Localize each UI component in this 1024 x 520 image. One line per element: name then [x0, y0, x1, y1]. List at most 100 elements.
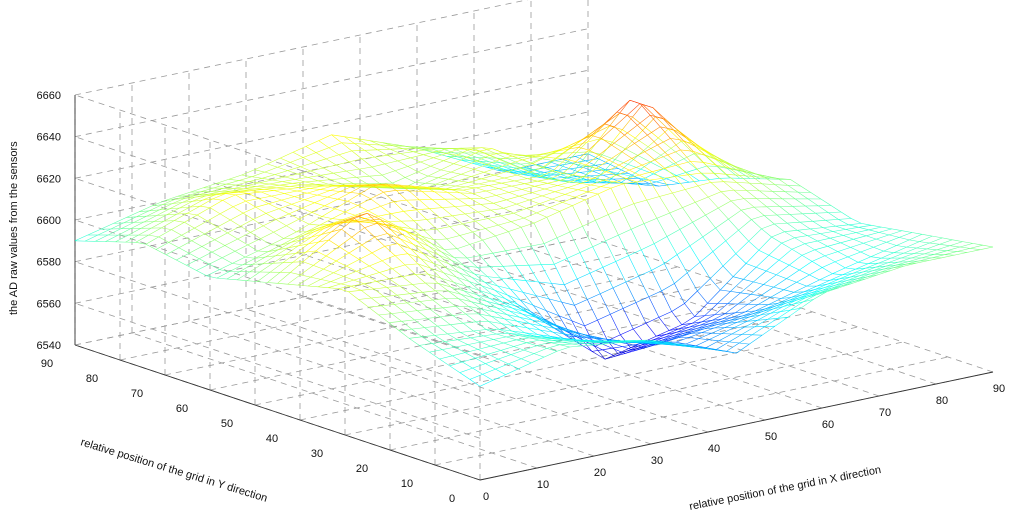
mesh-line-x [647, 126, 661, 136]
mesh-line-x [674, 272, 688, 284]
mesh-line-y [508, 363, 519, 370]
mesh-line-x [706, 321, 720, 327]
mesh-line-x [258, 195, 272, 199]
mesh-line-x [490, 161, 504, 167]
mesh-line-x [326, 154, 339, 160]
mesh-line-x [787, 185, 801, 187]
mesh-line-x [496, 163, 510, 169]
mesh-line-x [564, 278, 578, 286]
mesh-line-x [163, 213, 178, 222]
mesh-line-y [816, 291, 827, 296]
mesh-line-x [437, 324, 451, 327]
mesh-line-y [438, 147, 450, 149]
mesh-line-y [408, 338, 420, 346]
mesh-line-x [397, 157, 411, 162]
mesh-line-y [581, 333, 592, 338]
mesh-line-x [520, 163, 534, 170]
mesh-line-x [148, 227, 162, 236]
mesh-line-y [247, 244, 259, 252]
mesh-line-x [724, 303, 739, 314]
mesh-line-y [354, 143, 365, 151]
mesh-line-x [289, 184, 303, 187]
mesh-line-x [438, 171, 452, 178]
mesh-line-y [315, 152, 327, 160]
mesh-line-x [552, 194, 566, 200]
mesh-line-x [500, 212, 514, 217]
mesh-line-y [262, 263, 273, 265]
mesh-line-x [546, 211, 560, 218]
mesh-line-y [564, 194, 576, 198]
mesh-line-x [550, 323, 564, 331]
mesh-line-x [497, 285, 511, 290]
mesh-line-y [155, 249, 167, 256]
mesh-line-x [172, 198, 186, 204]
mesh-line-x [591, 351, 606, 360]
mesh-line-y [613, 181, 624, 184]
mesh-line-x [474, 273, 488, 277]
mesh-line-y [784, 191, 796, 200]
mesh-line-y [658, 317, 670, 331]
mesh-line-x [333, 170, 347, 174]
mesh-line-x [882, 264, 896, 270]
mesh-line-x [189, 199, 203, 208]
floor-gridline-y [299, 311, 814, 421]
mesh-line-x [267, 272, 281, 283]
mesh-line-y [698, 145, 709, 154]
mesh-line-x [782, 300, 797, 307]
mesh-line-y [211, 251, 223, 258]
mesh-line-y [799, 269, 810, 276]
mesh-line-y [522, 313, 533, 321]
mesh-line-x [525, 172, 539, 178]
mesh-line-x [204, 226, 218, 235]
mesh-line-x [269, 262, 284, 273]
mesh-line-x [265, 249, 279, 258]
mesh-line-x [472, 363, 486, 369]
mesh-line-x [749, 182, 763, 185]
mesh-line-y [371, 252, 383, 262]
mesh-line-x [605, 234, 619, 242]
mesh-line-x [277, 272, 291, 284]
mesh-line-y [404, 177, 416, 183]
mesh-line-y [766, 206, 778, 216]
mesh-line-x [184, 194, 198, 199]
mesh-line-y [504, 177, 515, 182]
mesh-line-y [695, 202, 706, 216]
mesh-line-x [539, 198, 553, 205]
mesh-line-y [720, 289, 731, 292]
mesh-line-x [597, 187, 612, 195]
mesh-line-y [482, 374, 493, 381]
mesh-line-x [255, 203, 269, 208]
mesh-line-x [842, 268, 856, 276]
mesh-line-x [740, 281, 754, 294]
mesh-line-x [287, 166, 301, 171]
mesh-line-y [560, 180, 571, 183]
mesh-line-x [582, 344, 596, 347]
mesh-line-x [303, 152, 317, 158]
mesh-line-x [546, 165, 560, 168]
mesh-line-x [300, 231, 315, 241]
mesh-line-x [274, 170, 288, 175]
mesh-line-y [658, 128, 669, 139]
mesh-line-x [232, 256, 246, 264]
y-tick-label: 10 [401, 478, 413, 490]
mesh-line-x [479, 148, 493, 152]
mesh-line-x [216, 271, 230, 279]
x-tick-label: 50 [765, 431, 777, 443]
mesh-line-x [373, 287, 387, 290]
mesh-line-y [671, 311, 683, 325]
mesh-line-y [496, 333, 507, 338]
mesh-line-y [276, 187, 288, 190]
mesh-line-x [386, 285, 400, 288]
mesh-line-y [709, 278, 721, 291]
mesh-line-x [463, 321, 477, 324]
mesh-line-x [687, 261, 701, 274]
mesh-line-y [568, 164, 580, 178]
mesh-line-x [439, 355, 453, 360]
mesh-line-x [776, 214, 790, 216]
mesh-line-x [421, 235, 435, 241]
mesh-line-y [559, 165, 570, 170]
mesh-line-x [857, 256, 871, 263]
mesh-line-x [355, 210, 369, 216]
mesh-line-y [712, 251, 724, 267]
